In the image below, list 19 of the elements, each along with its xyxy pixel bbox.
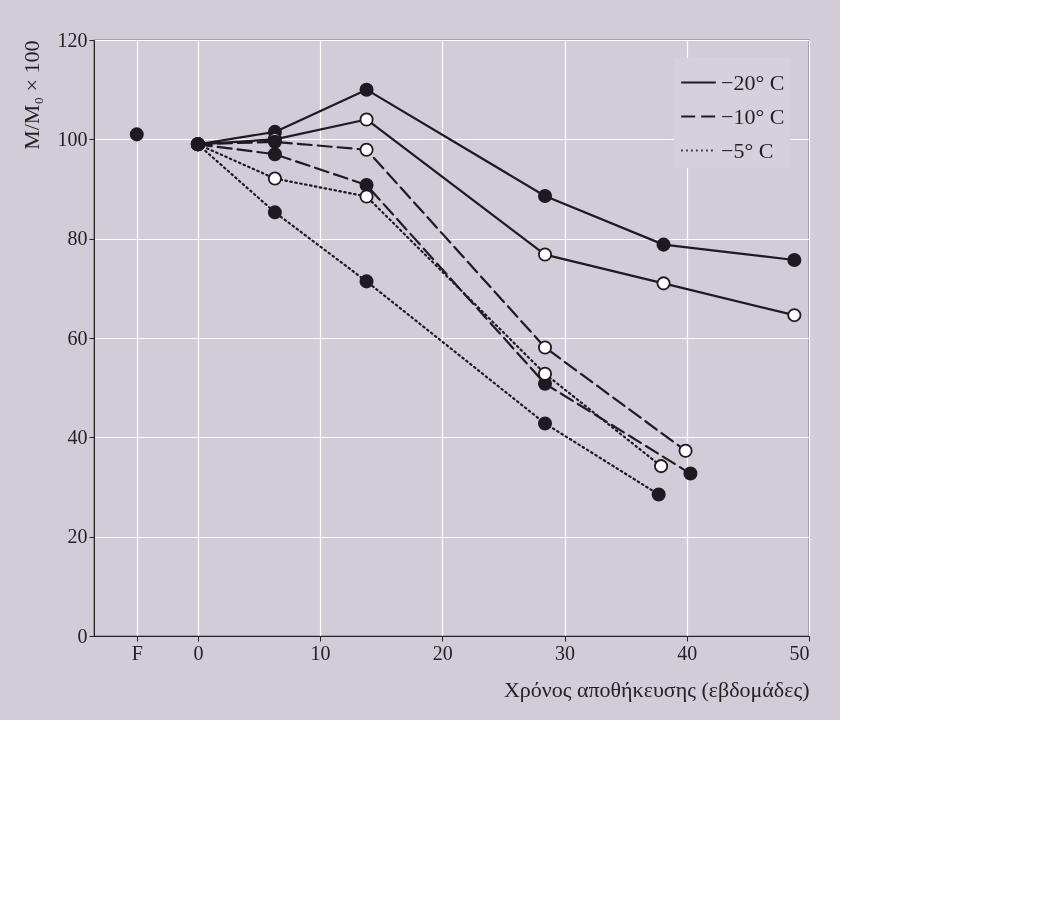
legend-label: −5° C	[721, 137, 774, 163]
y-tick-label: 20	[67, 525, 88, 548]
y-tick-label: 100	[57, 127, 88, 150]
y-tick-label: 80	[67, 227, 88, 250]
legend-label: −20° C	[721, 69, 785, 95]
x-tick-label: 40	[677, 641, 698, 664]
x-tick-label: 10	[310, 641, 331, 664]
x-axis-title: Χρόνος αποθήκευσης (εβδομάδες)	[503, 676, 810, 702]
y-tick-label: 40	[67, 425, 88, 448]
x-tick-label: 30	[555, 641, 576, 664]
x-tick-label: 50	[789, 641, 810, 664]
y-tick-label: 0	[77, 624, 88, 647]
y-tick-label: 60	[67, 326, 88, 349]
x-tick-label: 20	[432, 641, 453, 664]
legend-label: −10° C	[721, 103, 785, 129]
x-tick-label: 0	[193, 641, 204, 664]
y-tick-label: 120	[57, 28, 88, 51]
x-tick-label: F	[131, 641, 143, 664]
y-axis-title: M/M₀ × 100	[18, 40, 44, 150]
